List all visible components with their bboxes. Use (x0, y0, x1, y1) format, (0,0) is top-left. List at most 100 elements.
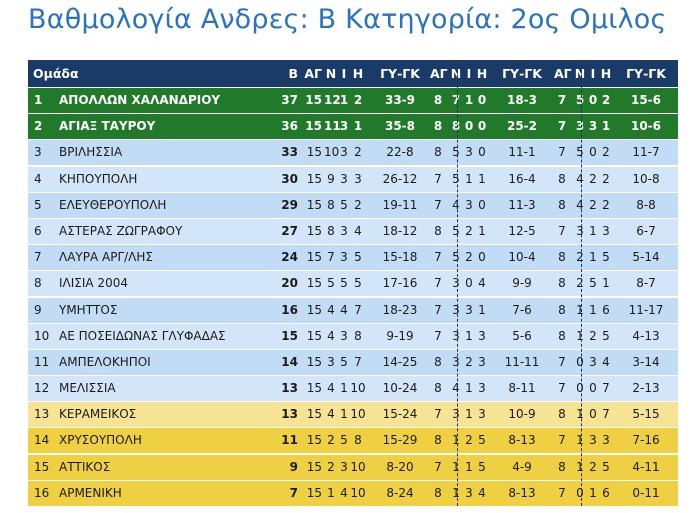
table-row[interactable]: 7 ΛΑΥΡΑ ΑΡΓ/ΛΗΣ 24 15 7 3 5 15-18 7 5 2 0 10-4 8 2 1 5 5-… (28, 245, 678, 271)
header-home-games[interactable]: ΑΓ (430, 66, 448, 81)
header-games[interactable]: ΑΓ (304, 66, 322, 81)
table-row[interactable]: 16 ΑΡΜΕΝΙΚΗ 7 15 1 4 10 8-24 8 1 3 4 8-13 7 0 1 6 0-11 (28, 480, 678, 506)
team-name[interactable]: ΚΕΡΑΜΕΙΚΟΣ (59, 407, 137, 422)
goals-cell: 15-24 (382, 407, 418, 422)
goals-cell: 26-12 (382, 171, 418, 186)
position-cell: 15 (34, 459, 50, 474)
team-name[interactable]: ΜΕΛΙΣΣΙΑ (59, 381, 116, 396)
team-name[interactable]: ΑΜΠΕΛΟΚΗΠΟΙ (59, 354, 151, 369)
header-home-losses[interactable]: Η (476, 66, 488, 81)
home-games-cell: 7 (434, 250, 442, 265)
wins-cell: 8 (327, 197, 335, 212)
away-games-cell: 7 (558, 223, 566, 238)
table-row[interactable]: 2 ΑΓΙΑΞ ΤΑΥΡΟΥ 36 15 11 3 1 35-8 8 8 0 0 25-2 7 3 3 1 10-… (28, 114, 678, 140)
team-name[interactable]: ΕΛΕΥΘΕΡΟΥΠΟΛΗ (59, 197, 167, 212)
table-row[interactable]: 5 ΕΛΕΥΘΕΡΟΥΠΟΛΗ 29 15 8 5 2 19-11 7 4 3 0 11-3 8 4 2 2 8-… (28, 192, 678, 218)
draws-cell: 1 (340, 407, 348, 422)
away-wins-cell: 0 (576, 485, 584, 500)
away-games-cell: 7 (557, 93, 567, 107)
table-row[interactable]: 11 ΑΜΠΕΛΟΚΗΠΟΙ 14 15 3 5 7 14-25 8 3 2 3 11-11 7 0 3 4 3-… (28, 349, 678, 375)
table-row[interactable]: 1 ΑΠΟΛΛΩΝ ΧΑΛΑΝΔΡΙΟΥ 37 15 12 1 2 33-9 8 7 1 0 18-3 7… (28, 88, 678, 113)
away-losses-cell: 2 (602, 171, 610, 186)
table-row[interactable]: 3 ΒΡΙΛΗΣΣΙΑ 33 15 10 3 2 22-8 8 5 3 0 11-1 7 5 0 2 11-7 (28, 140, 678, 166)
away-losses-cell: 5 (602, 459, 610, 474)
header-away-draws[interactable]: Ι (590, 66, 596, 81)
team-name[interactable]: ΒΡΙΛΗΣΣΙΑ (59, 145, 123, 160)
home-goals-cell: 16-4 (508, 171, 536, 186)
team-name[interactable]: ΥΜΗΤΤΟΣ (59, 302, 118, 317)
table-row[interactable]: 6 ΑΣΤΕΡΑΣ ΖΩΓΡΑΦΟΥ 27 15 8 3 4 18-12 8 5 2 1 12-5 7 3 1… (28, 218, 678, 244)
away-losses-cell: 6 (602, 485, 610, 500)
team-name[interactable]: ΑΠΟΛΛΩΝ ΧΑΛΑΝΔΡΙΟΥ (59, 93, 221, 107)
home-goals-cell: 11-1 (508, 145, 536, 160)
losses-cell: 10 (350, 485, 366, 500)
away-games-cell: 7 (558, 354, 566, 369)
losses-cell: 2 (354, 197, 362, 212)
table-row[interactable]: 14 ΧΡΥΣΟΥΠΟΛΗ 11 15 2 5 8 15-29 8 1 2 5 8-13 7 1 3 3 7-16 (28, 428, 678, 454)
wins-cell: 7 (327, 250, 335, 265)
header-home-wins[interactable]: Ν (450, 66, 462, 81)
home-wins-cell: 1 (452, 485, 460, 500)
home-goals-cell: 8-13 (508, 433, 536, 448)
home-games-cell: 8 (434, 433, 442, 448)
away-goals-cell: 4-13 (632, 328, 660, 343)
table-row[interactable]: 13 ΚΕΡΑΜΕΙΚΟΣ 13 15 4 1 10 15-24 7 3 1 3 10-9 8 1 0 7 5-1… (28, 402, 678, 428)
home-draws-cell: 3 (465, 485, 473, 500)
position-cell: 4 (34, 171, 42, 186)
table-row[interactable]: 9 ΥΜΗΤΤΟΣ 16 15 4 4 7 18-23 7 3 3 1 7-6 8 1 1 6 11-17 (28, 297, 678, 323)
away-draws-cell: 1 (589, 302, 597, 317)
away-games-cell: 7 (558, 381, 566, 396)
header-home-draws[interactable]: Ι (466, 66, 472, 81)
points-cell: 30 (281, 171, 298, 186)
home-draws-cell: 0 (464, 119, 474, 134)
header-away-games[interactable]: ΑΓ (554, 66, 572, 81)
away-goals-cell: 8-8 (636, 197, 656, 212)
table-row[interactable]: 8 ΙΛΙΣΙΑ 2004 20 15 5 5 5 17-16 7 3 0 4 9-9 8 2 5 1 8-7 (28, 271, 678, 297)
header-away-wins[interactable]: Ν (574, 66, 586, 81)
team-name[interactable]: ΧΡΥΣΟΥΠΟΛΗ (59, 433, 142, 448)
header-points[interactable]: Β (288, 66, 298, 81)
home-goals-cell: 8-13 (508, 485, 536, 500)
team-name[interactable]: ΑΡΜΕΝΙΚΗ (59, 485, 122, 500)
team-name[interactable]: ΙΛΙΣΙΑ 2004 (59, 276, 128, 291)
home-draws-cell: 2 (465, 223, 473, 238)
away-losses-cell: 2 (601, 93, 611, 107)
header-team[interactable]: Ομάδα (33, 66, 79, 81)
away-wins-cell: 4 (576, 197, 584, 212)
position-cell: 8 (34, 276, 42, 291)
wins-cell: 4 (327, 328, 335, 343)
table-row[interactable]: 10 ΑΕ ΠΟΣΕΙΔΩΝΑΣ ΓΛΥΦΑΔΑΣ 15 15 4 3 8 9-19 7 3 1 3 5… (28, 323, 678, 349)
games-cell: 15 (305, 119, 322, 134)
header-draws[interactable]: Ι (341, 66, 347, 81)
home-games-cell: 8 (433, 119, 443, 134)
header-wins[interactable]: Ν (325, 66, 337, 81)
team-name[interactable]: ΑΓΙΑΞ ΤΑΥΡΟΥ (59, 119, 156, 134)
away-wins-cell: 1 (576, 302, 584, 317)
table-row[interactable]: 15 ΑΤΤΙΚΟΣ 9 15 2 3 10 8-20 7 1 1 5 4-9 8 1 2 5 4-11 (28, 454, 678, 480)
home-games-cell: 8 (434, 223, 442, 238)
table-row[interactable]: 4 ΚΗΠΟΥΠΟΛΗ 30 15 9 3 3 26-12 7 5 1 1 16-4 8 4 2 2 10-8 (28, 166, 678, 192)
losses-cell: 2 (353, 93, 363, 107)
home-games-cell: 8 (434, 354, 442, 369)
away-losses-cell: 3 (602, 433, 610, 448)
header-away-goals[interactable]: ΓΥ-ΓΚ (626, 66, 666, 81)
home-wins-cell: 5 (452, 171, 460, 186)
team-name[interactable]: ΑΤΤΙΚΟΣ (59, 459, 111, 474)
wins-cell: 1 (327, 485, 335, 500)
draws-cell: 3 (340, 250, 348, 265)
team-name[interactable]: ΛΑΥΡΑ ΑΡΓ/ΛΗΣ (59, 250, 153, 265)
points-cell: 36 (281, 119, 298, 134)
goals-cell: 33-9 (384, 93, 416, 107)
header-goals[interactable]: ΓΥ-ΓΚ (380, 66, 420, 81)
table-row[interactable]: 12 ΜΕΛΙΣΣΙΑ 13 15 4 1 10 10-24 8 4 1 3 8-11 7 0 0 7 2-13 (28, 376, 678, 402)
header-away-losses[interactable]: Η (600, 66, 612, 81)
team-name[interactable]: ΚΗΠΟΥΠΟΛΗ (59, 171, 138, 186)
goals-cell: 18-12 (382, 223, 418, 238)
header-home-goals[interactable]: ΓΥ-ΓΚ (502, 66, 542, 81)
team-name[interactable]: ΑΕ ΠΟΣΕΙΔΩΝΑΣ ΓΛΥΦΑΔΑΣ (59, 328, 226, 343)
draws-cell: 1 (339, 93, 349, 107)
header-losses[interactable]: Η (352, 66, 364, 81)
away-goals-cell: 7-16 (632, 433, 660, 448)
team-name[interactable]: ΑΣΤΕΡΑΣ ΖΩΓΡΑΦΟΥ (59, 223, 183, 238)
home-games-cell: 7 (434, 459, 442, 474)
